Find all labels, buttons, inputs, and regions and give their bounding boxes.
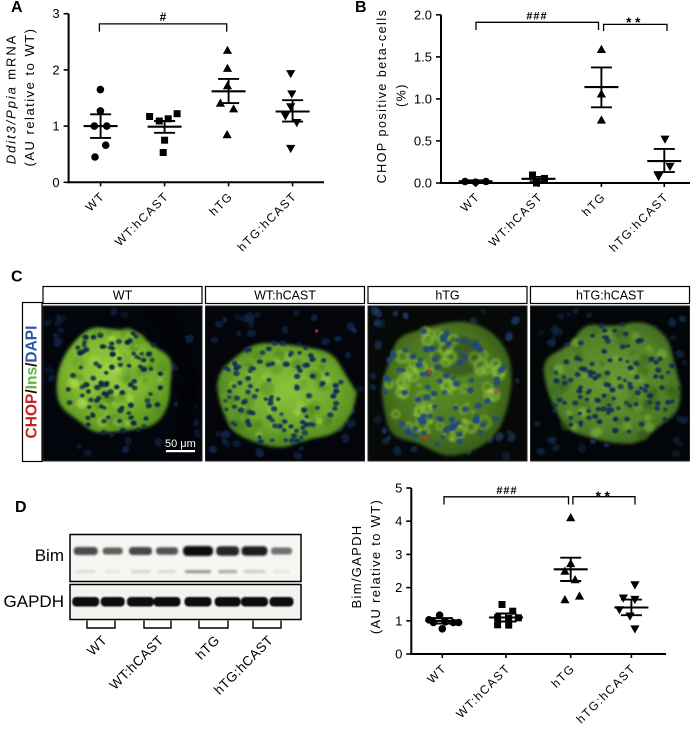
svg-text:0: 0 (52, 175, 59, 190)
svg-text:0.5: 0.5 (414, 133, 432, 148)
svg-text:1: 1 (395, 613, 402, 628)
svg-text:Ddit3/Ppia mRNA: Ddit3/Ppia mRNA (4, 34, 19, 164)
svg-text:3: 3 (395, 547, 402, 562)
svg-text:0: 0 (395, 647, 402, 662)
svg-text:CHOP positive beta-cells: CHOP positive beta-cells (375, 9, 389, 184)
svg-text:A: A (11, 0, 23, 16)
svg-text:1: 1 (52, 119, 59, 134)
svg-text:(%): (%) (395, 83, 409, 107)
svg-text:###: ### (496, 485, 517, 497)
svg-text:D: D (15, 499, 27, 516)
svg-text:0.0: 0.0 (414, 176, 432, 191)
svg-text:GAPDH: GAPDH (4, 592, 64, 611)
svg-text:1.5: 1.5 (414, 49, 432, 64)
svg-text:hTG:hCAST: hTG:hCAST (576, 289, 644, 303)
svg-text:hTG: hTG (435, 289, 459, 303)
svg-text:(AU relative to WT): (AU relative to WT) (368, 499, 383, 634)
svg-text:Bim: Bim (35, 546, 64, 565)
svg-text:WT:hCAST: WT:hCAST (254, 289, 316, 303)
svg-text:50 μm: 50 μm (165, 438, 196, 450)
svg-text:2: 2 (52, 62, 59, 77)
svg-text:**: ** (596, 488, 614, 504)
svg-text:**: ** (626, 14, 644, 30)
svg-text:###: ### (526, 11, 547, 23)
svg-text:#: # (160, 10, 167, 24)
svg-text:C: C (11, 269, 23, 286)
svg-text:5: 5 (395, 481, 402, 496)
svg-text:CHOP/Ins/DAPI: CHOP/Ins/DAPI (24, 326, 41, 439)
svg-text:(AU relative to WT): (AU relative to WT) (22, 27, 37, 166)
svg-text:2: 2 (395, 580, 402, 595)
svg-text:WT: WT (113, 289, 133, 303)
svg-text:2.0: 2.0 (414, 7, 432, 22)
svg-text:3: 3 (52, 6, 59, 21)
svg-text:Bim/GAPDH: Bim/GAPDH (349, 525, 364, 609)
svg-text:B: B (355, 0, 367, 16)
svg-text:4: 4 (395, 514, 402, 529)
svg-text:1.0: 1.0 (414, 91, 432, 106)
